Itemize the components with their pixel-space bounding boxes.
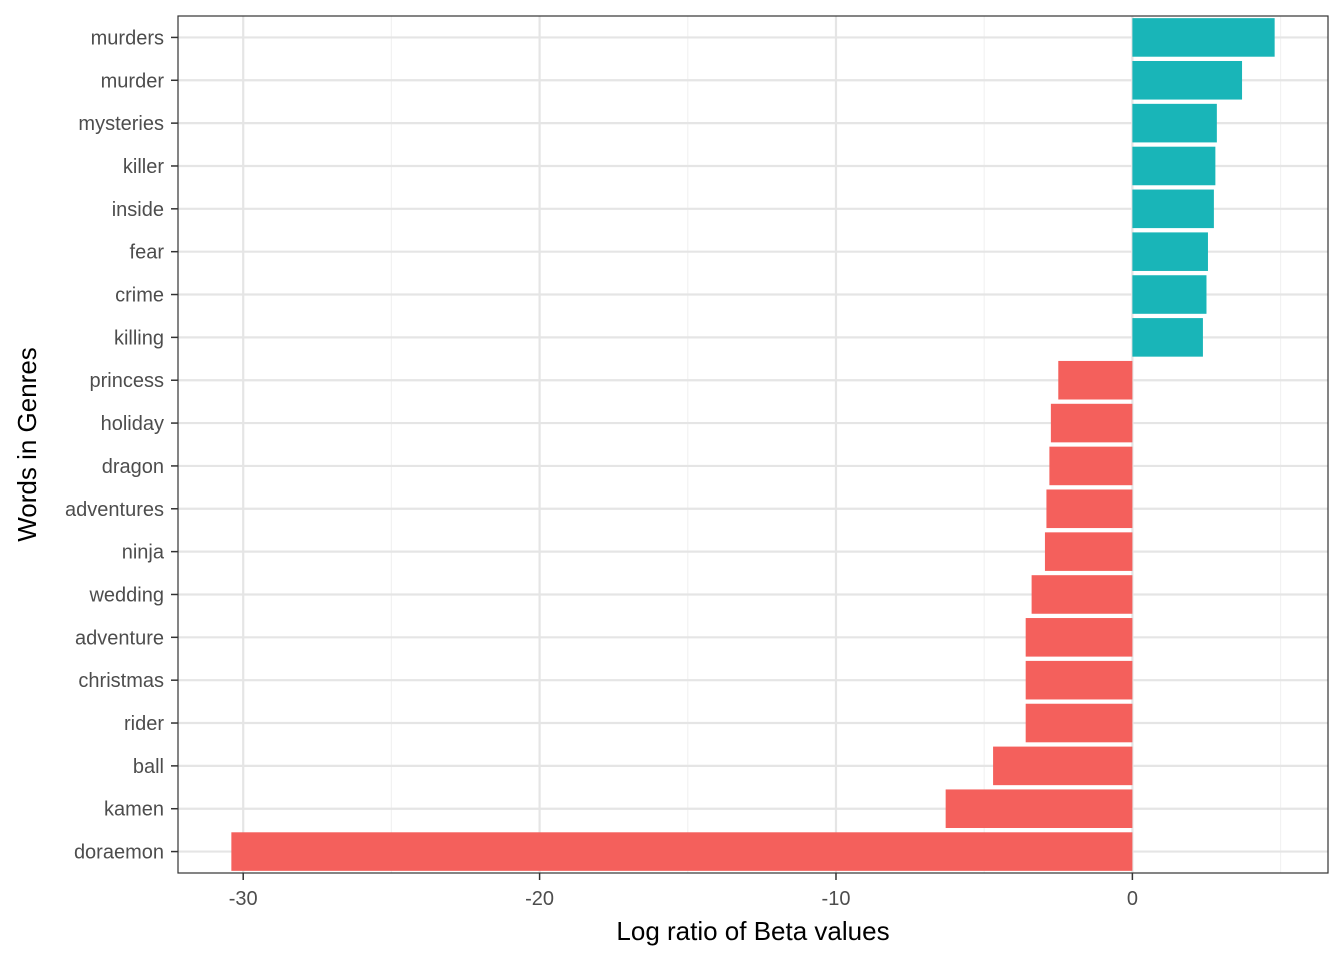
y-tick-label: ball — [133, 756, 164, 778]
bar-adventure — [1025, 618, 1133, 657]
y-tick-label: killer — [123, 156, 164, 178]
x-axis-title: Log ratio of Beta values — [616, 916, 889, 946]
y-tick-label: rider — [124, 713, 164, 735]
y-tick-label: adventure — [75, 627, 164, 649]
bar-murder — [1132, 60, 1243, 100]
bar-crime — [1132, 275, 1207, 314]
panel-border — [177, 15, 1329, 874]
y-tick-label: doraemon — [74, 842, 164, 864]
grid-layer — [178, 16, 1328, 873]
y-tick-label: inside — [112, 199, 164, 221]
bar-adventures — [1046, 489, 1133, 529]
bar-inside — [1132, 189, 1214, 229]
x-tick-label: -30 — [229, 888, 258, 910]
x-tick-label: -10 — [822, 888, 851, 910]
bar-christmas — [1025, 660, 1133, 700]
bar-ninja — [1044, 532, 1133, 571]
y-tick-label: mysteries — [78, 113, 164, 135]
y-tick-label: ninja — [122, 542, 165, 564]
y-tick-label: dragon — [102, 456, 164, 478]
x-tick-label: -20 — [525, 888, 554, 910]
bar-killing — [1132, 318, 1203, 357]
bar-princess — [1058, 360, 1133, 400]
bar-ball — [993, 746, 1133, 786]
bar-holiday — [1050, 403, 1133, 443]
bar-wedding — [1031, 575, 1133, 614]
y-tick-label: holiday — [101, 413, 164, 435]
y-tick-label: killing — [114, 327, 164, 349]
bar-rider — [1025, 703, 1133, 743]
bar-doraemon — [231, 832, 1133, 871]
y-tick-label: fear — [130, 242, 165, 264]
bar-mysteries — [1132, 103, 1217, 143]
bar-murders — [1132, 18, 1275, 57]
y-tick-label: wedding — [88, 584, 164, 606]
y-tick-label: crime — [115, 285, 164, 307]
y-tick-label: christmas — [78, 670, 164, 692]
y-axis-title: Words in Genres — [12, 347, 42, 542]
bar-killer — [1132, 146, 1216, 186]
bar-dragon — [1049, 446, 1133, 486]
y-tick-label: murder — [101, 70, 165, 92]
axis-layer: murders murder mysteries killer inside fear cr… — [65, 27, 1138, 910]
y-tick-label: adventures — [65, 499, 164, 521]
y-tick-label: princess — [90, 370, 164, 392]
x-tick-label: 0 — [1127, 888, 1138, 910]
y-tick-label: murders — [91, 27, 164, 49]
bar-fear — [1132, 232, 1208, 271]
y-tick-label: kamen — [104, 799, 164, 821]
bar-layer — [231, 18, 1275, 871]
bar-kamen — [945, 789, 1133, 829]
